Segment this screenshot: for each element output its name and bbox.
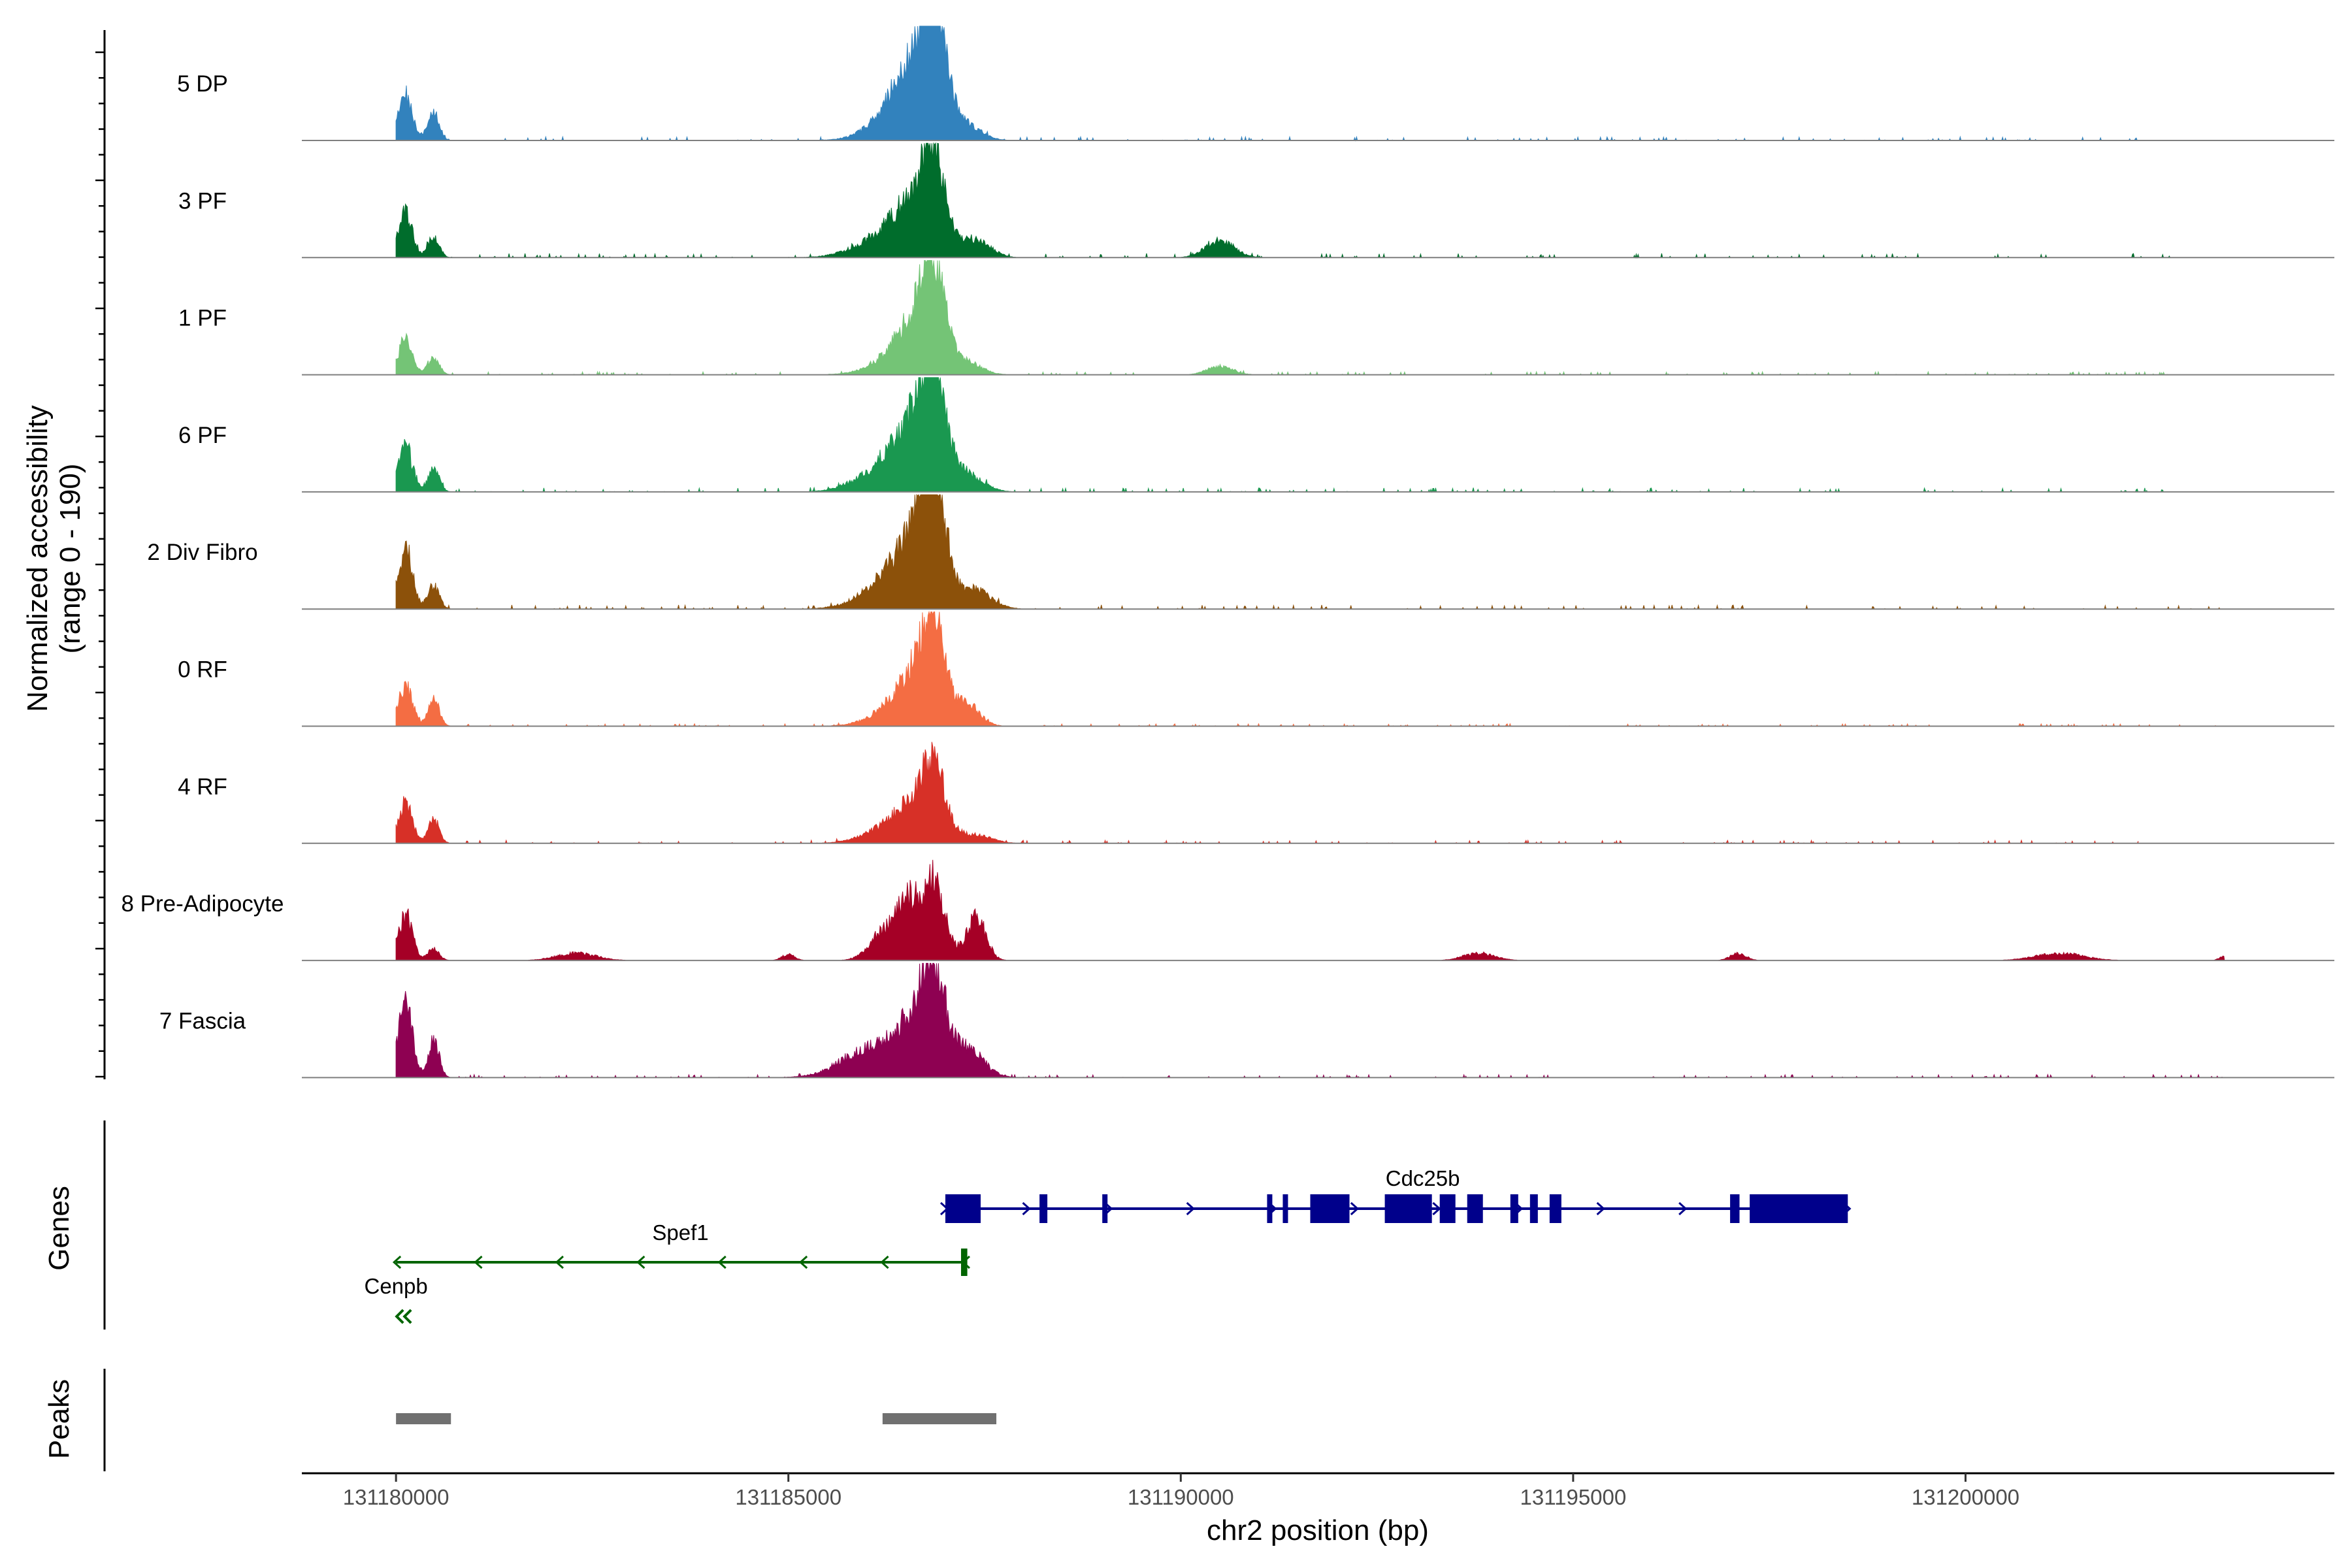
exon (1310, 1194, 1350, 1223)
x-tick-label: 131185000 (735, 1485, 841, 1509)
x-tick-label: 131180000 (343, 1485, 449, 1509)
strand-arrow (1186, 1201, 1195, 1216)
track-label: 5 DP (177, 71, 228, 97)
coverage-area (395, 494, 2225, 610)
y-axis-title: Normalized accessibility (22, 405, 54, 711)
x-axis-ticks: 131180000 131185000 131190000 131195000 1312… (343, 1473, 2019, 1509)
track-2-div-fibro: 2 Div Fibro (147, 494, 2334, 610)
track-label: 6 PF (178, 423, 227, 448)
strand-arrow (555, 1255, 564, 1269)
coverage-area (395, 377, 2185, 493)
gene-cdc25b: Cdc25b (939, 1166, 1852, 1223)
exon (1730, 1194, 1740, 1223)
track-1-pf: 1 PF (178, 260, 2334, 376)
exon (1282, 1194, 1288, 1223)
y-axis-title-range: (range 0 - 190) (54, 463, 86, 653)
strand-arrow (402, 1309, 412, 1324)
strand-arrow (1350, 1201, 1360, 1216)
strand-arrow (1022, 1201, 1031, 1216)
track-label: 3 PF (178, 188, 227, 214)
exon (960, 1249, 968, 1276)
exon (1102, 1194, 1108, 1223)
gene-label: Cdc25b (1386, 1166, 1460, 1190)
track-label: 7 Fascia (159, 1008, 246, 1034)
track-label: 1 PF (178, 306, 227, 331)
strand-arrow (1596, 1201, 1605, 1216)
track-label: 4 RF (178, 774, 227, 800)
exon (1529, 1194, 1538, 1223)
strand-arrow (798, 1255, 808, 1269)
coverage-area (395, 742, 2139, 845)
x-tick-label: 131195000 (1520, 1485, 1627, 1509)
exon (1039, 1194, 1048, 1223)
track-label: 0 RF (178, 657, 227, 683)
x-tick-label: 131190000 (1128, 1485, 1234, 1509)
x-axis-title: chr2 position (bp) (1207, 1514, 1429, 1546)
track-4-rf: 4 RF (178, 742, 2334, 845)
gene-label: Spef1 (652, 1220, 708, 1245)
coverage-area (395, 25, 2146, 142)
gene-label: Cenpb (365, 1274, 428, 1298)
gene-cenpb: Cenpb (365, 1274, 428, 1324)
exon (1549, 1194, 1561, 1223)
peaks-panel-title: Peaks (43, 1379, 75, 1459)
coverage-area (395, 962, 2225, 1079)
x-tick-label: 131200000 (1912, 1485, 2019, 1509)
strand-arrow (395, 1309, 404, 1324)
coverage-y-ticks (95, 51, 105, 1078)
strand-arrow (880, 1255, 889, 1269)
gene-track: Cdc25b Spef1 Cenpb (365, 1166, 1852, 1324)
coverage-area (395, 860, 2225, 961)
genes-panel-title: Genes (43, 1186, 75, 1271)
strand-arrow (1678, 1201, 1688, 1216)
exon (1439, 1194, 1456, 1223)
peak-region (396, 1413, 451, 1424)
gene-spef1: Spef1 (392, 1220, 970, 1276)
track-label: 8 Pre-Adipocyte (121, 891, 284, 917)
exon (1467, 1194, 1483, 1223)
exon (1267, 1194, 1273, 1223)
exon (1510, 1194, 1518, 1223)
peak-track (396, 1413, 997, 1424)
exon (1750, 1194, 1848, 1223)
peak-region (882, 1413, 997, 1424)
track-5-dp: 5 DP (177, 25, 2334, 142)
strand-arrow (1432, 1201, 1441, 1216)
exon (945, 1194, 981, 1223)
track-6-pf: 6 PF (178, 377, 2334, 493)
coverage-area (395, 610, 2217, 727)
strand-arrow (474, 1255, 483, 1269)
track-3-pf: 3 PF (178, 142, 2334, 259)
track-label: 2 Div Fibro (147, 540, 257, 565)
track-0-rf: 0 RF (178, 610, 2334, 727)
strand-arrow (717, 1255, 727, 1269)
coverage-area (395, 260, 2170, 376)
strand-arrow (636, 1255, 645, 1269)
strand-arrow (392, 1255, 402, 1269)
track-7-fascia: 7 Fascia (159, 962, 2334, 1079)
coverage-tracks: 5 DP 3 PF 1 PF 6 PF 2 Div Fibro 0 RF 4 RF 8 Pre… (121, 25, 2334, 1079)
exon (1384, 1194, 1432, 1223)
track-8-pre-adipocyte: 8 Pre-Adipocyte (121, 860, 2334, 962)
coverage-area (395, 142, 2178, 259)
